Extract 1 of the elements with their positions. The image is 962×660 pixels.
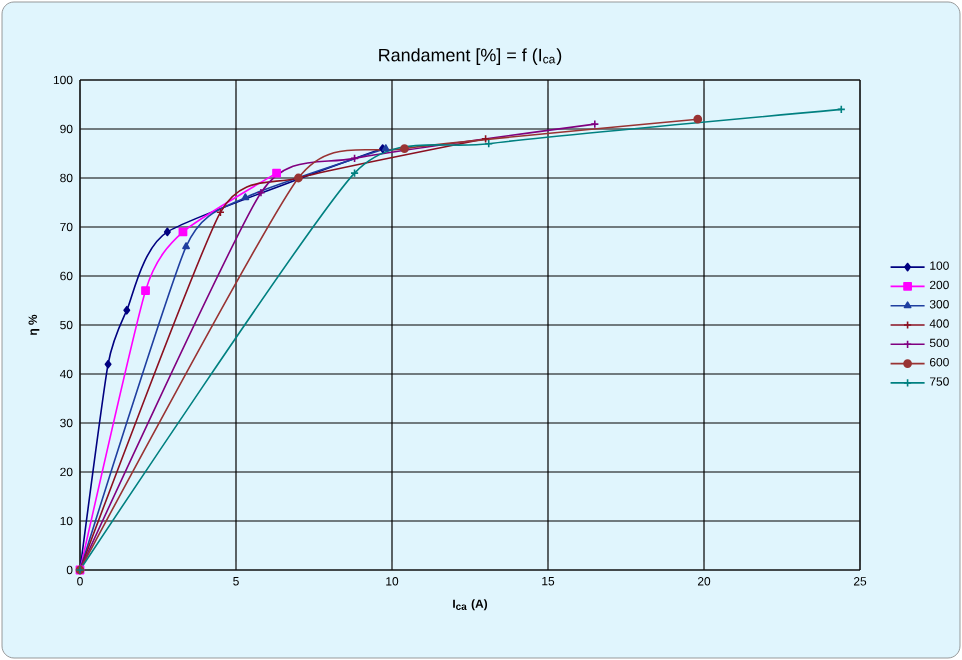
chart-title: Randament [%] = f (I$_{ca}$) [379,48,562,65]
